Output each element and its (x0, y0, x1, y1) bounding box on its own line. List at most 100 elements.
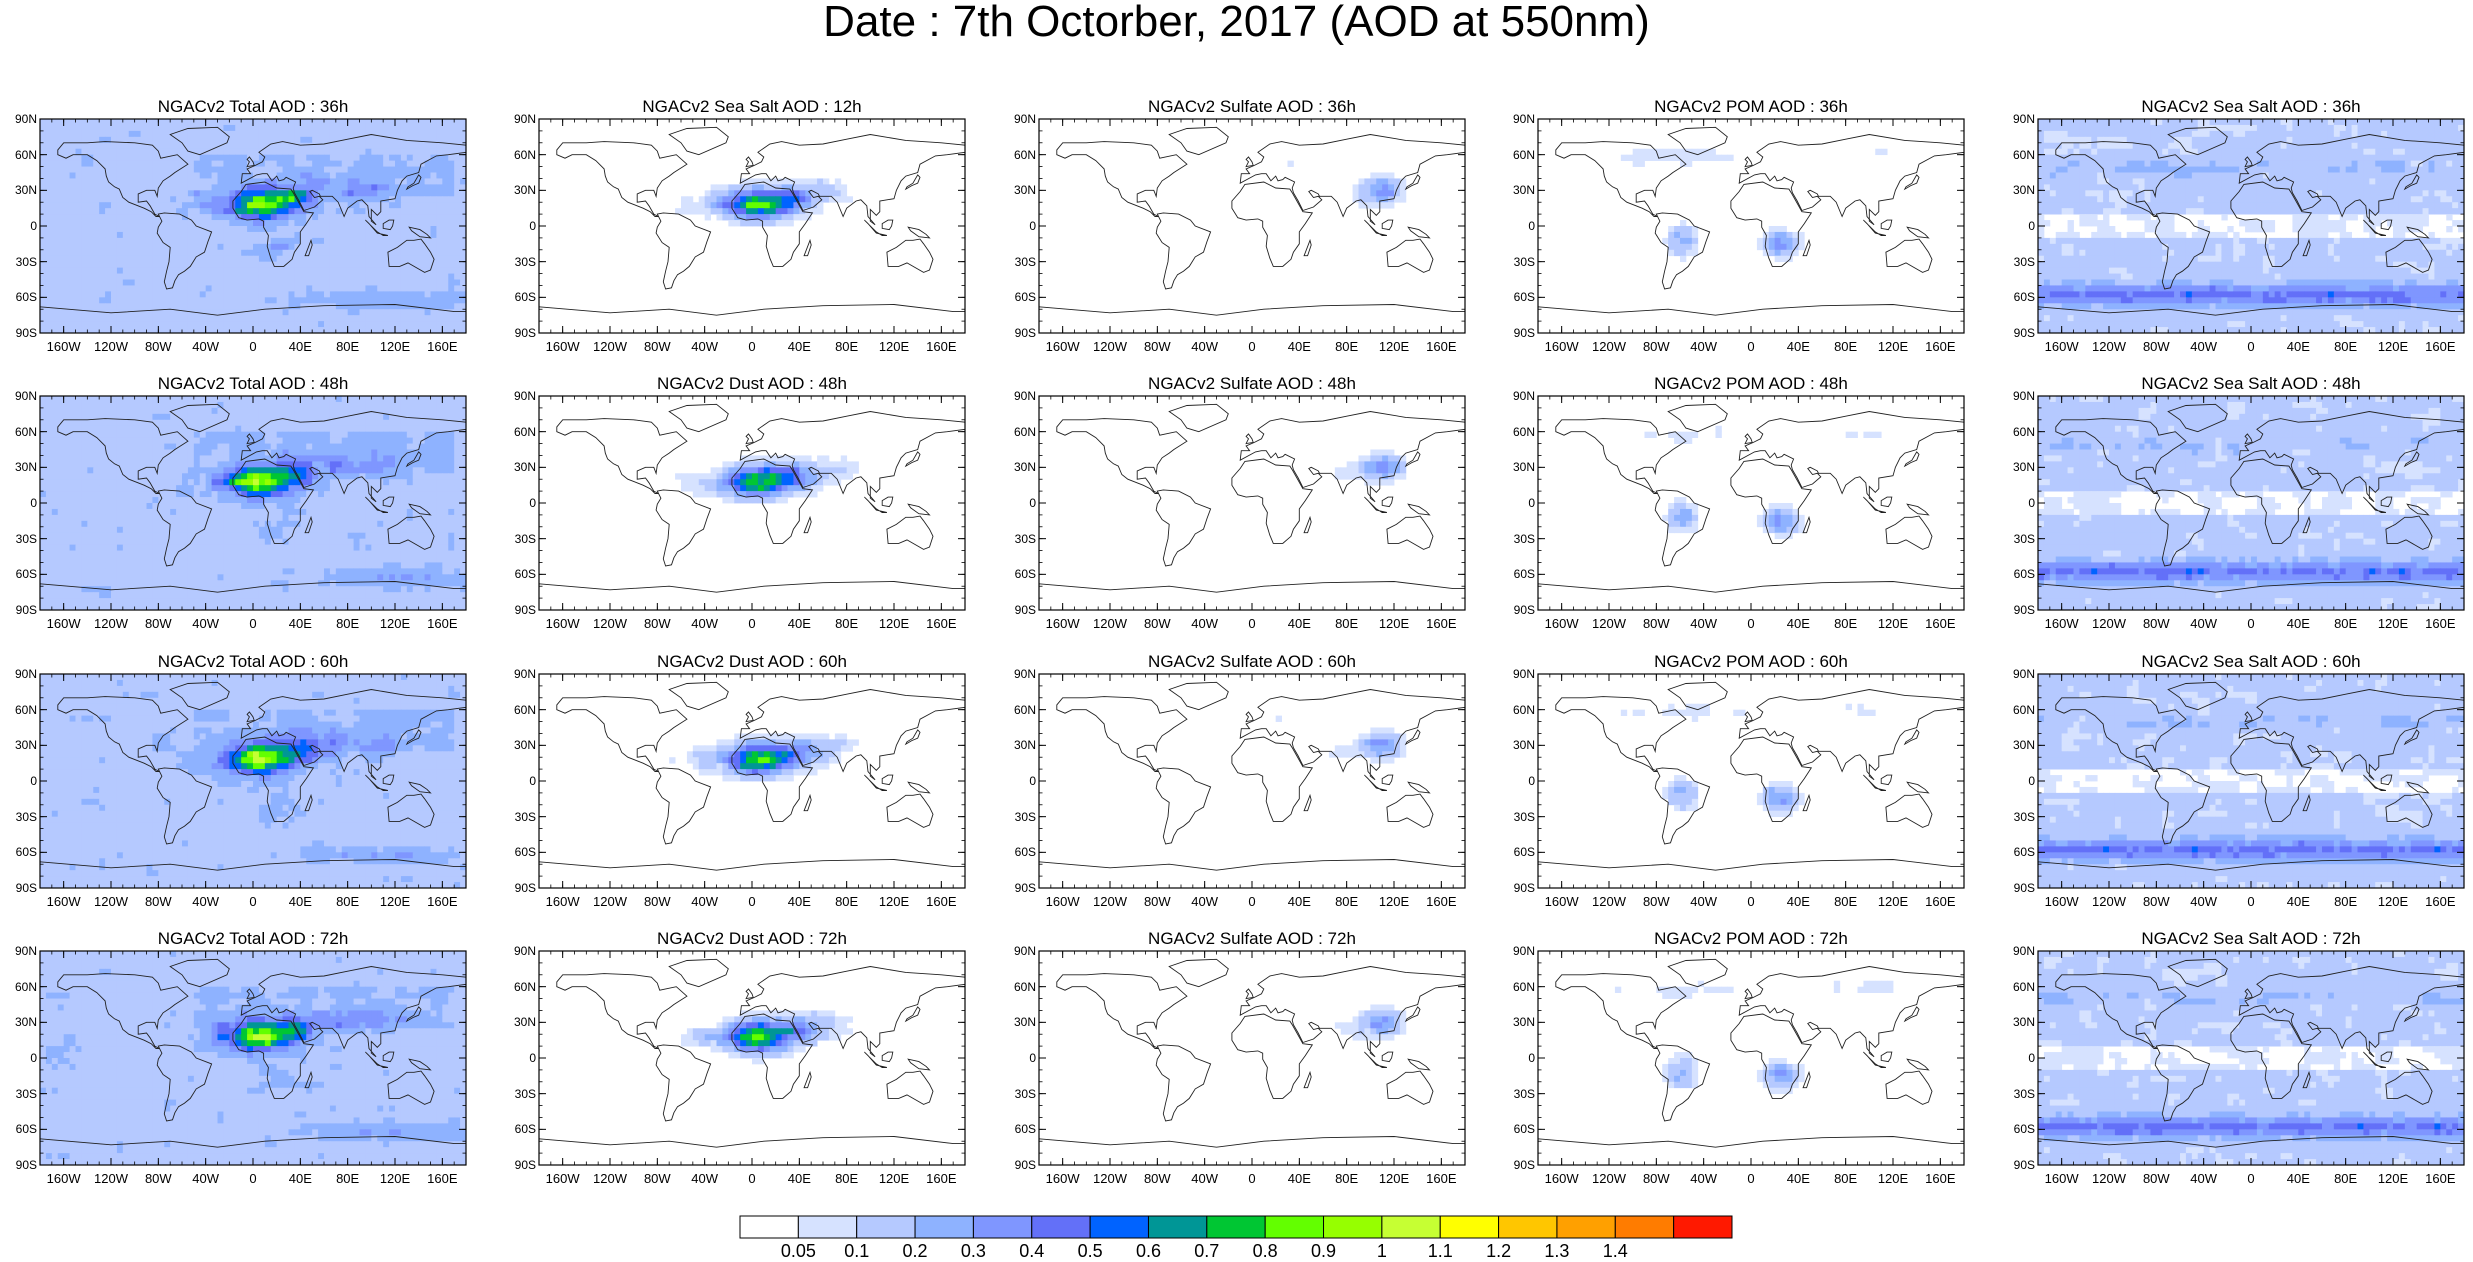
aod-cell (2286, 279, 2293, 286)
aod-cell (2286, 166, 2293, 173)
aod-cell (40, 172, 47, 179)
aod-cell (2245, 184, 2252, 191)
aod-cell (2156, 142, 2163, 150)
aod-cell (170, 124, 177, 132)
aod-cell (454, 136, 461, 144)
aod-cell (2185, 279, 2193, 286)
aod-cell (217, 196, 224, 203)
aod-cell (2422, 279, 2429, 286)
aod-cell (2357, 130, 2364, 138)
aod-cell (353, 237, 360, 245)
aod-cell (371, 279, 378, 286)
aod-cell (448, 231, 455, 239)
aod-cell (395, 327, 402, 334)
aod-cell (383, 119, 390, 126)
aod-cell (2369, 249, 2376, 257)
aod-cell (105, 315, 112, 322)
aod-cell (176, 315, 183, 322)
aod-cell (199, 130, 207, 138)
aod-cell (2440, 279, 2447, 286)
aod-cell (170, 196, 177, 203)
aod-cell (99, 231, 106, 239)
aod-cell (2310, 231, 2317, 239)
aod-cell (1358, 196, 1365, 203)
aod-cell (258, 267, 266, 274)
aod-cell (2369, 261, 2376, 269)
aod-cell (81, 279, 88, 286)
aod-cell (418, 178, 425, 185)
aod-cell (412, 208, 420, 215)
aod-cell (187, 190, 195, 197)
aod-cell (1798, 237, 1805, 245)
aod-cell (69, 249, 76, 257)
aod-cell (2209, 196, 2216, 203)
aod-cell (430, 172, 437, 179)
aod-cell (418, 142, 425, 150)
aod-cell (122, 142, 130, 150)
aod-cell (93, 214, 100, 221)
aod-cell (51, 327, 59, 334)
aod-cell (57, 184, 65, 191)
aod-cell (324, 309, 331, 316)
aod-cell (347, 172, 354, 179)
aod-cell (2079, 249, 2086, 257)
aod-cell (775, 178, 782, 185)
aod-cell (170, 226, 177, 233)
aod-cell (347, 267, 354, 274)
aod-cell (341, 243, 349, 251)
aod-cell (312, 220, 319, 227)
aod-cell (2357, 172, 2364, 179)
aod-cell (359, 255, 366, 263)
aod-cell (164, 267, 171, 274)
aod-cell (2404, 196, 2412, 203)
aod-cell (282, 196, 289, 203)
aod-cell (1382, 202, 1389, 209)
coastline (1903, 174, 1920, 191)
aod-cell (122, 309, 130, 316)
aod-cell (116, 184, 124, 191)
aod-cell (2156, 291, 2163, 298)
aod-cell (2422, 119, 2429, 126)
aod-cell (258, 214, 266, 221)
aod-cell (229, 255, 236, 263)
aod-cell (312, 285, 319, 292)
aod-cell (2274, 124, 2281, 132)
aod-cell (2120, 243, 2128, 251)
aod-cell (2067, 291, 2074, 298)
aod-cell (2197, 119, 2205, 126)
aod-cell (2452, 261, 2459, 269)
aod-cell (312, 237, 319, 245)
aod-cell (1388, 202, 1395, 209)
aod-cell (2251, 255, 2258, 263)
aod-cell (2298, 119, 2305, 126)
aod-cell (211, 327, 218, 334)
aod-cell (2398, 208, 2406, 215)
aod-cell (152, 226, 159, 233)
aod-cell (389, 291, 396, 298)
aod-cell (235, 226, 242, 233)
aod-cell (2280, 166, 2287, 173)
aod-cell (341, 208, 349, 215)
aod-cell (2410, 243, 2418, 251)
aod-cell (187, 237, 195, 245)
aod-cell (2203, 291, 2210, 298)
aod-cell (805, 184, 812, 191)
aod-cell (2304, 184, 2311, 191)
aod-cell (2256, 136, 2264, 144)
aod-cell (270, 321, 278, 328)
aod-cell (704, 196, 711, 203)
aod-cell (2233, 249, 2240, 257)
aod-cell (2185, 130, 2193, 138)
aod-cell (365, 273, 372, 280)
aod-cell (2387, 172, 2394, 179)
aod-cell (1650, 148, 1657, 156)
aod-cell (2085, 291, 2092, 298)
aod-cell (2398, 285, 2406, 292)
aod-cell (211, 226, 218, 233)
aod-cell (2393, 142, 2400, 150)
aod-cell (122, 148, 130, 156)
aod-cell (353, 220, 360, 227)
aod-cell (1668, 243, 1675, 251)
aod-cell (2245, 220, 2252, 227)
aod-cell (1364, 184, 1371, 191)
